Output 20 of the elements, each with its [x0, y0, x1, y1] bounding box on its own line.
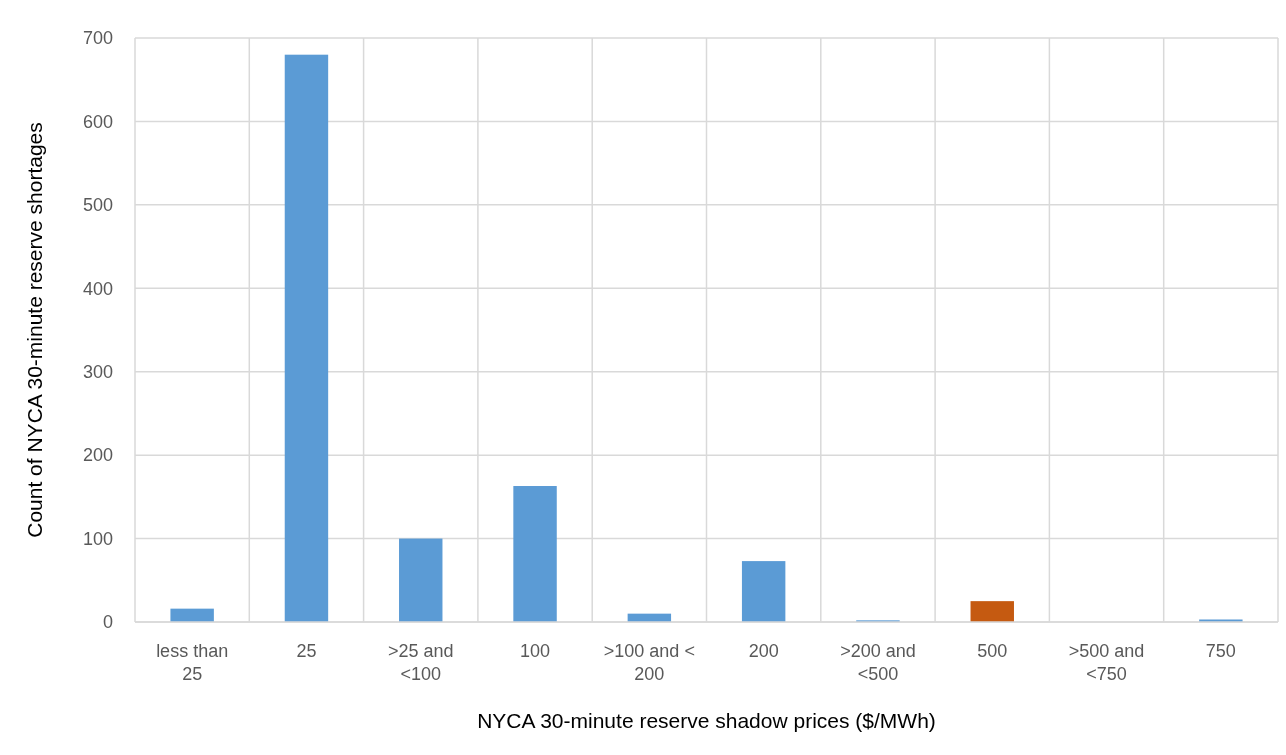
x-tick-label: 100 — [520, 641, 551, 661]
x-tick-label: >200 and <500 — [840, 641, 916, 684]
x-tick-label: less than 25 — [156, 641, 229, 684]
y-tick-label: 100 — [82, 528, 113, 549]
y-tick-label: 600 — [82, 111, 113, 132]
y-tick-label: 500 — [82, 195, 113, 216]
x-tick-label: 500 — [977, 641, 1008, 661]
x-tick-label: >500 and <750 — [1068, 641, 1145, 684]
y-tick-label: 400 — [82, 278, 113, 299]
y-tick-label: 300 — [82, 362, 113, 383]
y-tick-label: 700 — [82, 28, 113, 49]
x-tick-label: 200 — [748, 641, 779, 661]
y-tick-label: 200 — [82, 445, 113, 466]
x-axis-title: NYCA 30-minute reserve shadow prices ($/MWh) — [477, 709, 936, 732]
x-tick-label: >25 and <100 — [387, 641, 454, 684]
x-tick-label: 750 — [1205, 641, 1236, 661]
x-tick-label: 25 — [296, 641, 317, 661]
y-tick-label: 0 — [102, 612, 113, 633]
x-tick-label: >100 and < 200 — [603, 641, 695, 684]
y-axis-title: Count of NYCA 30-minute reserve shortages — [23, 122, 46, 538]
